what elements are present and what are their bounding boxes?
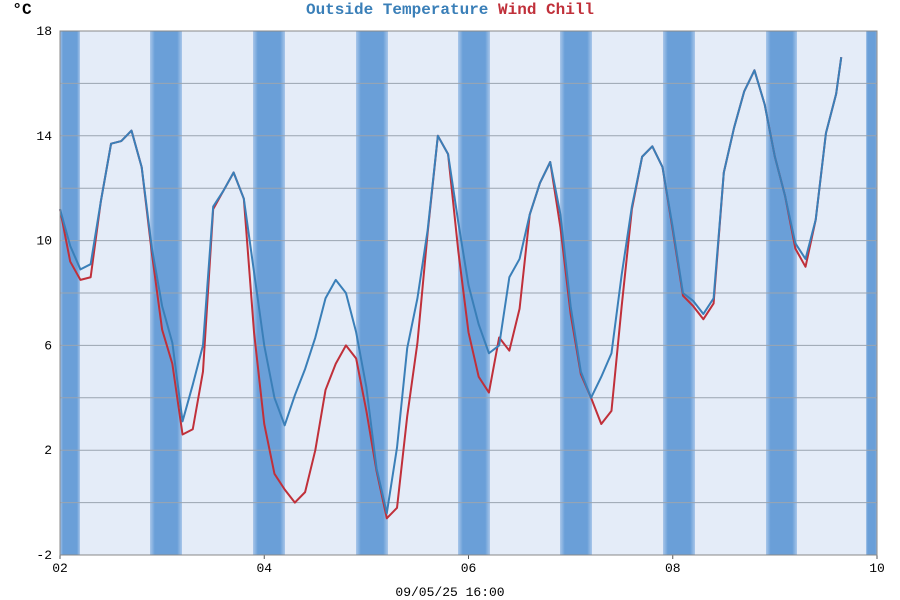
x-tick-label: 02 xyxy=(52,561,68,576)
legend: Outside Temperature Wind Chill xyxy=(306,1,594,19)
series-line xyxy=(59,57,843,515)
x-tick-label: 10 xyxy=(869,561,885,576)
y-tick-label: 2 xyxy=(44,443,52,458)
legend-entry: Outside Temperature xyxy=(306,1,488,19)
y-axis-label: °C xyxy=(12,1,32,19)
x-tick-label: 04 xyxy=(256,561,272,576)
plot-border xyxy=(59,30,878,556)
y-tick-label: 10 xyxy=(36,234,52,249)
y-tick-label: 14 xyxy=(36,129,52,144)
x-axis-label: 09/05/25 16:00 xyxy=(395,585,504,600)
x-tick-label: 06 xyxy=(461,561,477,576)
y-tick-label: -2 xyxy=(36,548,52,563)
y-tick-label: 6 xyxy=(44,338,52,353)
x-tick-label: 08 xyxy=(665,561,681,576)
legend-entry: Wind Chill xyxy=(498,1,594,19)
y-tick-label: 18 xyxy=(36,24,52,39)
